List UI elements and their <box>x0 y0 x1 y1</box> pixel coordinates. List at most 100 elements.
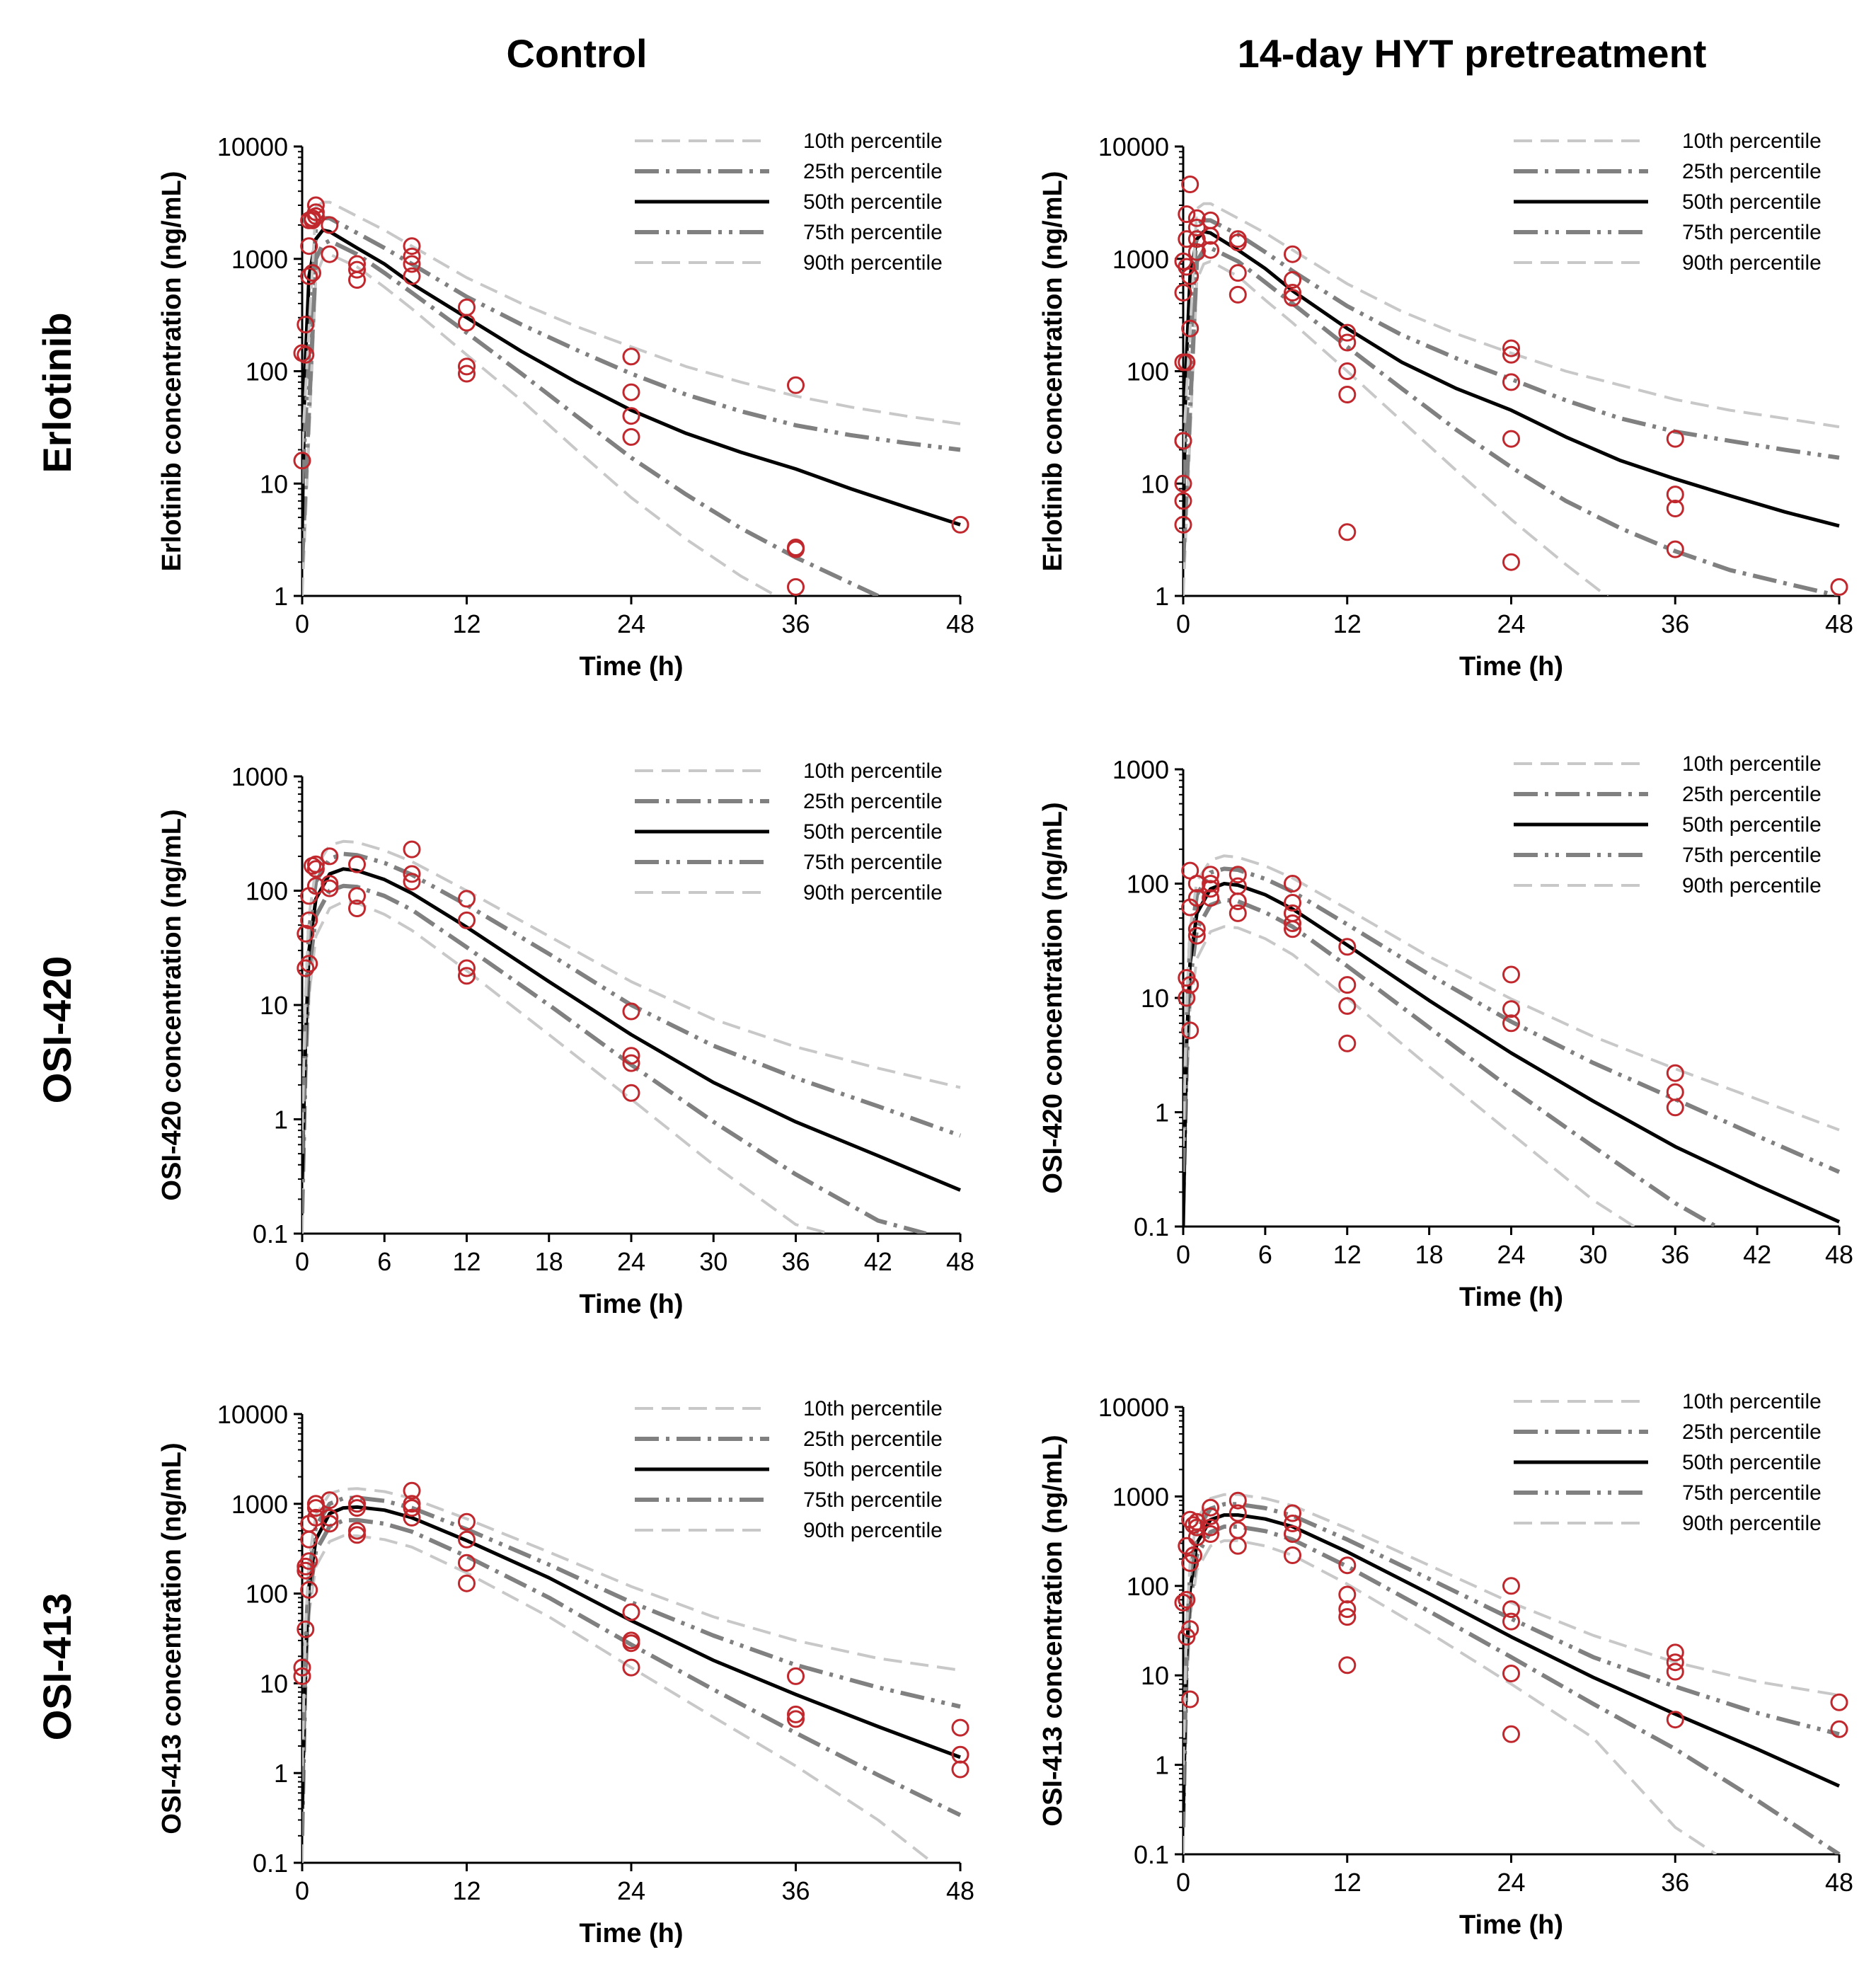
observed-point <box>787 1705 805 1723</box>
observed-point <box>951 1760 969 1779</box>
observed-point <box>1187 219 1206 236</box>
legend-label-p50: 50th percentile <box>803 1458 943 1481</box>
series-line-p25 <box>302 239 880 596</box>
observed-point <box>1666 1064 1684 1082</box>
x-tick-label: 30 <box>1579 1240 1607 1269</box>
observed-point <box>1181 1554 1199 1572</box>
legend-label-p90: 90th percentile <box>803 251 943 275</box>
observed-points <box>293 196 969 596</box>
observed-point <box>1187 243 1206 261</box>
series-line-p10 <box>1183 260 1609 596</box>
y-tick-label: 1000 <box>231 1490 288 1519</box>
observed-point <box>300 955 318 973</box>
observed-point <box>1284 875 1301 892</box>
observed-point <box>297 1620 315 1638</box>
observed-point <box>1185 1546 1202 1564</box>
series-line-p90 <box>302 839 961 1131</box>
observed-point <box>1502 1665 1520 1682</box>
legend-label-p25: 25th percentile <box>1682 160 1822 183</box>
x-tick-label: 12 <box>452 609 480 638</box>
y-axis-title: OSI-413 concentration (ng/mL) <box>1038 1435 1068 1826</box>
observed-point <box>1202 866 1220 884</box>
legend-label-p90: 90th percentile <box>803 881 943 905</box>
observed-point <box>1174 432 1192 450</box>
observed-point <box>1284 1515 1301 1532</box>
observed-point <box>622 1603 640 1621</box>
observed-point <box>1181 176 1199 193</box>
observed-point <box>1174 284 1192 302</box>
observed-point <box>300 237 318 255</box>
series-line-p75 <box>302 851 962 1154</box>
observed-point <box>1338 1656 1357 1675</box>
legend: 10th percentile 25th percentile 50th perce… <box>635 130 943 275</box>
observed-point <box>1181 1620 1199 1638</box>
observed-point <box>348 271 366 289</box>
series-line-p25 <box>1183 1524 1841 1854</box>
observed-point <box>297 924 315 943</box>
legend: 10th percentile 25th percentile 50th perce… <box>635 759 943 905</box>
x-tick-label: 6 <box>377 1247 391 1276</box>
y-tick-label: 10 <box>260 991 288 1020</box>
legend-label-p75: 75th percentile <box>1682 1481 1822 1505</box>
series-line-p25 <box>302 1517 962 1836</box>
x-tick-label: 12 <box>1333 609 1362 638</box>
observed-point <box>622 348 640 366</box>
observed-point <box>403 865 421 883</box>
observed-point <box>1187 1528 1206 1546</box>
observed-point <box>1502 1000 1520 1018</box>
series-line-p75 <box>1183 866 1841 1174</box>
row-title-osi413: OSI-413 <box>35 1593 79 1741</box>
observed-point <box>622 1047 640 1065</box>
observed-point <box>1187 926 1206 945</box>
observed-point <box>321 1515 339 1533</box>
observed-point <box>1187 920 1206 938</box>
observed-point <box>787 1667 805 1685</box>
observed-point <box>1338 323 1357 342</box>
y-tick-label: 0.1 <box>253 1849 288 1878</box>
y-tick-label: 10000 <box>217 132 288 161</box>
observed-point <box>1284 1504 1301 1522</box>
series-line-p25 <box>1183 897 1717 1227</box>
legend-label-p50: 50th percentile <box>1682 190 1822 214</box>
observed-point <box>321 847 339 866</box>
observed-point <box>458 911 476 929</box>
series-line-p10 <box>302 253 780 596</box>
series-line-p25 <box>1183 246 1840 596</box>
y-tick-label: 1 <box>274 1759 288 1788</box>
observed-point <box>1502 965 1520 984</box>
legend-label-p10: 10th percentile <box>803 1397 943 1420</box>
x-tick-label: 42 <box>1743 1240 1771 1269</box>
observed-point <box>1338 1608 1357 1626</box>
observed-point <box>1228 866 1247 884</box>
observed-point <box>1181 267 1199 285</box>
x-tick-label: 24 <box>1497 609 1525 638</box>
x-axis-title: Time (h) <box>1459 652 1563 682</box>
observed-point <box>403 237 421 255</box>
observed-point <box>1666 486 1684 504</box>
legend-label-p50: 50th percentile <box>803 190 943 214</box>
observed-point <box>1228 234 1247 252</box>
observed-point <box>1202 880 1220 898</box>
legend-label-p50: 50th percentile <box>803 820 943 844</box>
x-tick-label: 12 <box>1333 1868 1362 1897</box>
observed-point <box>1181 1021 1199 1040</box>
x-tick-label: 48 <box>946 1876 974 1905</box>
legend-label-p90: 90th percentile <box>803 1519 943 1542</box>
x-tick-label: 36 <box>781 609 810 638</box>
observed-point <box>403 1499 421 1517</box>
x-tick-label: 12 <box>1333 1240 1362 1269</box>
observed-point <box>1830 1693 1848 1711</box>
observed-point <box>1202 889 1220 907</box>
x-tick-label: 24 <box>617 1876 645 1905</box>
observed-point <box>293 452 311 470</box>
y-tick-label: 100 <box>246 357 288 386</box>
observed-point <box>1181 319 1199 338</box>
observed-point <box>1284 914 1301 932</box>
observed-point <box>348 900 366 917</box>
x-tick-label: 12 <box>452 1247 480 1276</box>
x-tick-label: 36 <box>781 1876 810 1905</box>
observed-point <box>622 1002 640 1021</box>
chart-panel-osi420-control: 0.1 1 10 100 1000 0 6 12 18 24 30 36 42 48 Time (h) OSI… <box>157 759 974 1319</box>
y-tick-label: 1 <box>274 1106 288 1135</box>
observed-point <box>622 1084 640 1102</box>
